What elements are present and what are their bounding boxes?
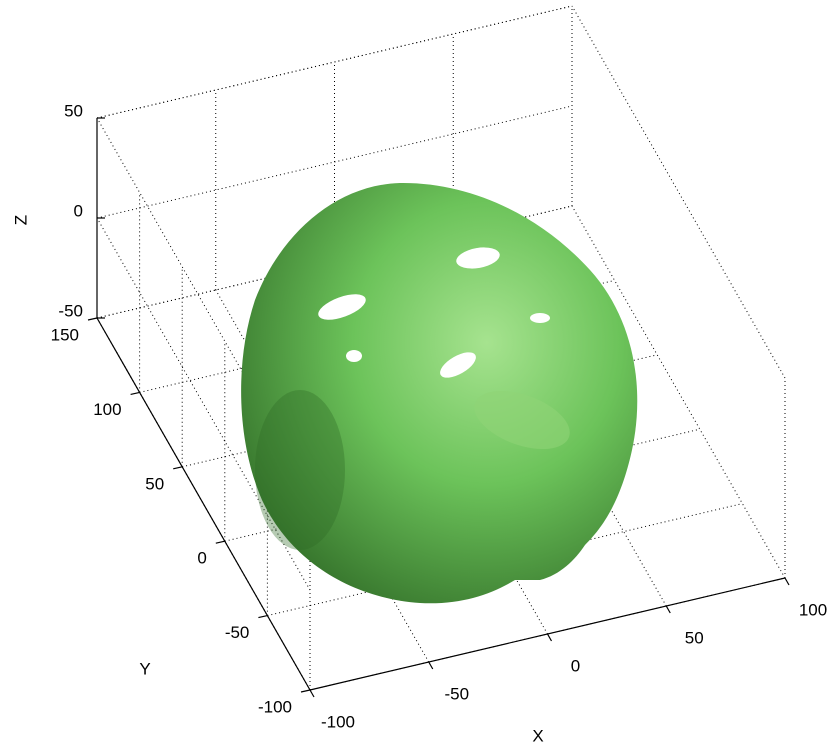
x-tick-label: 100 <box>799 600 827 619</box>
chart: -100 -50 0 50 100 -100 -50 0 50 100 150 -50 0 50 X Y Z <box>0 0 831 751</box>
y-tick-label: -50 <box>225 623 250 642</box>
y-tick-label: 0 <box>197 549 206 568</box>
x-tick-label: -100 <box>321 712 355 731</box>
y-tick-label: 150 <box>51 325 79 344</box>
shadow <box>255 390 345 550</box>
surface <box>241 183 637 603</box>
x-tick-label: 50 <box>685 628 704 647</box>
x-tick-label: -50 <box>444 684 469 703</box>
x-tick <box>785 578 789 585</box>
x-tick <box>666 606 670 613</box>
y-tick <box>258 616 267 618</box>
x-tick-label: 0 <box>571 656 580 675</box>
y-tick-label: -100 <box>258 697 292 716</box>
y-axis-label: Y <box>139 659 150 678</box>
x-tick <box>548 634 552 641</box>
z-axis-label: Z <box>11 215 30 225</box>
x-tick <box>310 690 314 697</box>
y-tick-label: 50 <box>145 474 164 493</box>
hole <box>346 350 362 362</box>
y-tick-label: 100 <box>93 400 121 419</box>
z-tick-label: -50 <box>58 301 83 320</box>
z-tick-label: 0 <box>74 201 83 220</box>
y-tick <box>216 541 225 543</box>
x-axis-label: X <box>532 726 543 745</box>
y-tick <box>301 690 310 692</box>
hole <box>530 313 550 323</box>
y-tick <box>131 392 140 394</box>
z-tick-label: 50 <box>64 101 83 120</box>
x-tick <box>429 662 433 669</box>
y-tick <box>88 318 97 320</box>
y-tick <box>173 467 182 469</box>
